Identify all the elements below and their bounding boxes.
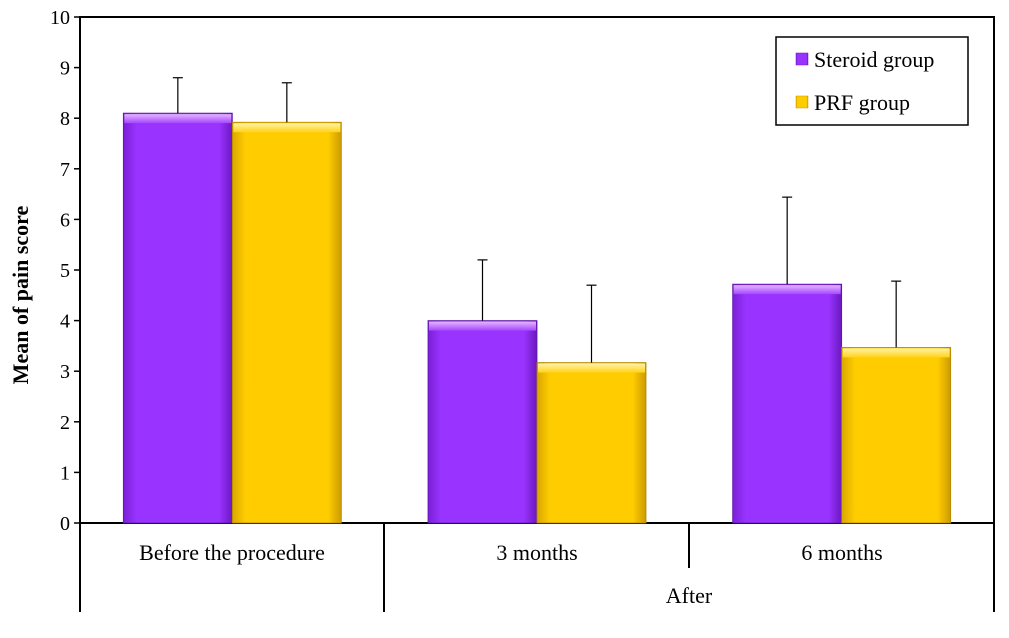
y-tick-label: 6 — [60, 209, 70, 231]
y-tick-label: 4 — [60, 311, 70, 333]
y-tick-label: 7 — [60, 159, 70, 181]
legend-box — [775, 36, 969, 126]
group-label-after: After — [666, 583, 713, 608]
category-label-6-months: 6 months — [801, 540, 882, 565]
bar-prf-0 — [231, 121, 342, 524]
bar-series — [122, 112, 952, 524]
bar-bevel-steroid-0 — [124, 114, 232, 124]
error-bars — [172, 77, 902, 363]
category-table — [79, 523, 995, 612]
legend-label-steroid: Steroid group — [814, 47, 934, 72]
category-label-3-months: 3 months — [496, 540, 577, 565]
y-tick-label: 2 — [60, 412, 70, 434]
legend-swatch-prf — [795, 95, 809, 109]
y-tick-label: 0 — [60, 513, 70, 535]
y-tick-label: 5 — [60, 260, 70, 282]
bar-bevel-prf-2 — [842, 348, 950, 358]
y-axis: 0 1 2 3 4 5 6 7 8 9 10 — [50, 7, 80, 535]
y-tick-label: 10 — [50, 7, 70, 29]
legend: Steroid group PRF group — [775, 36, 969, 126]
y-axis-title: Mean of pain score — [8, 205, 33, 384]
legend-label-prf: PRF group — [814, 90, 910, 115]
bar-prf-2 — [841, 347, 952, 524]
y-tick-label: 3 — [60, 361, 70, 383]
bar-steroid-0 — [122, 112, 233, 524]
bar-bevel-steroid-1 — [429, 321, 536, 331]
bar-steroid-1 — [427, 320, 538, 524]
category-label-before: Before the procedure — [139, 540, 325, 565]
bar-bevel-steroid-2 — [733, 285, 841, 295]
bar-bevel-prf-0 — [233, 123, 341, 133]
y-tick-label: 8 — [60, 108, 70, 130]
bar-bevel-prf-1 — [538, 363, 645, 373]
legend-swatch-steroid — [795, 52, 809, 66]
bar-prf-1 — [536, 362, 647, 524]
bar-steroid-2 — [732, 283, 843, 524]
y-tick-label: 9 — [60, 58, 70, 80]
y-tick-label: 1 — [60, 462, 70, 484]
